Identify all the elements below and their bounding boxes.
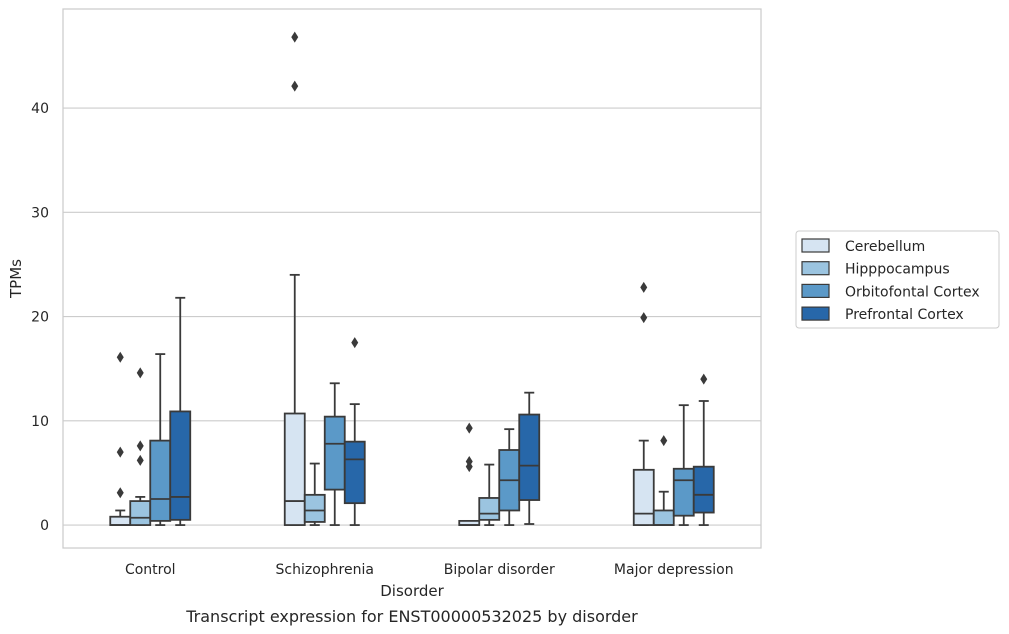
y-tick-label: 0 xyxy=(40,518,49,534)
iqr-box xyxy=(518,413,541,501)
outlier-point xyxy=(136,367,144,379)
plot-frame xyxy=(62,8,762,549)
legend-swatch xyxy=(801,306,830,321)
outlier-point xyxy=(291,80,299,92)
x-tick-label: Schizophrenia xyxy=(276,562,374,578)
box-prefrontal-cortex xyxy=(518,391,541,525)
box-cerebellum xyxy=(632,281,655,526)
outlier-point xyxy=(465,422,473,434)
x-tick-label: Major depression xyxy=(614,562,734,578)
box-cerebellum xyxy=(458,422,481,526)
boxes xyxy=(109,31,715,526)
box-orbitofontal-cortex xyxy=(672,404,695,526)
box-prefrontal-cortex xyxy=(169,296,192,526)
outlier-point xyxy=(465,455,473,467)
chart-caption: Transcript expression for ENST0000053202… xyxy=(185,607,638,626)
y-axis-label: TPMs xyxy=(7,259,25,299)
outlier-point xyxy=(116,446,124,458)
box-orbitofontal-cortex xyxy=(498,428,521,526)
y-tick-label: 40 xyxy=(31,101,49,117)
iqr-box xyxy=(323,415,346,491)
y-tick-label: 10 xyxy=(31,414,49,430)
iqr-box xyxy=(149,439,172,522)
outlier-point xyxy=(291,31,299,43)
box-hipppocampus xyxy=(303,462,326,526)
legend: Cerebellum Hipppocampus Orbitofontal Corte… xyxy=(795,230,1000,329)
iqr-box xyxy=(109,515,132,526)
outlier-point xyxy=(640,312,648,324)
iqr-box xyxy=(672,467,695,517)
box-cerebellum xyxy=(283,31,306,526)
box-hipppocampus xyxy=(652,435,675,526)
legend-swatch xyxy=(801,238,830,253)
box-orbitofontal-cortex xyxy=(323,382,346,526)
legend-label: Orbitofontal Cortex xyxy=(845,284,980,300)
outlier-point xyxy=(351,337,359,349)
box-cerebellum xyxy=(109,351,132,526)
legend-label: Hipppocampus xyxy=(845,262,950,278)
iqr-box xyxy=(343,440,366,505)
iqr-box xyxy=(692,465,715,514)
x-tick-label: Bipolar disorder xyxy=(444,562,555,578)
iqr-box xyxy=(283,412,306,526)
iqr-box xyxy=(478,497,501,521)
iqr-box xyxy=(652,509,675,526)
iqr-box xyxy=(169,410,192,521)
outlier-point xyxy=(660,435,668,447)
y-tick-label: 30 xyxy=(31,205,49,221)
legend-frame xyxy=(795,230,1000,329)
outlier-point xyxy=(136,454,144,466)
box-hipppocampus xyxy=(129,367,152,526)
legend-label: Prefrontal Cortex xyxy=(845,307,964,323)
x-tick-label: Control xyxy=(125,562,176,578)
box-hipppocampus xyxy=(478,463,501,526)
tick-labels: 0 10 20 30 40 Control Schizophrenia Bipolar dis… xyxy=(31,101,733,578)
legend-swatch xyxy=(801,261,830,276)
legend-label: Cerebellum xyxy=(845,239,925,255)
outlier-point xyxy=(700,373,708,385)
iqr-box xyxy=(632,468,655,526)
box-prefrontal-cortex xyxy=(343,337,366,526)
legend-swatch xyxy=(801,283,830,298)
outlier-point xyxy=(116,351,124,363)
outlier-point xyxy=(116,487,124,499)
iqr-box xyxy=(303,493,326,523)
box-prefrontal-cortex xyxy=(692,373,715,526)
x-axis-label: Disorder xyxy=(380,582,444,600)
iqr-box xyxy=(129,500,152,526)
y-tick-label: 20 xyxy=(31,310,49,326)
outlier-point xyxy=(640,281,648,293)
outlier-point xyxy=(136,440,144,452)
box-orbitofontal-cortex xyxy=(149,353,172,526)
